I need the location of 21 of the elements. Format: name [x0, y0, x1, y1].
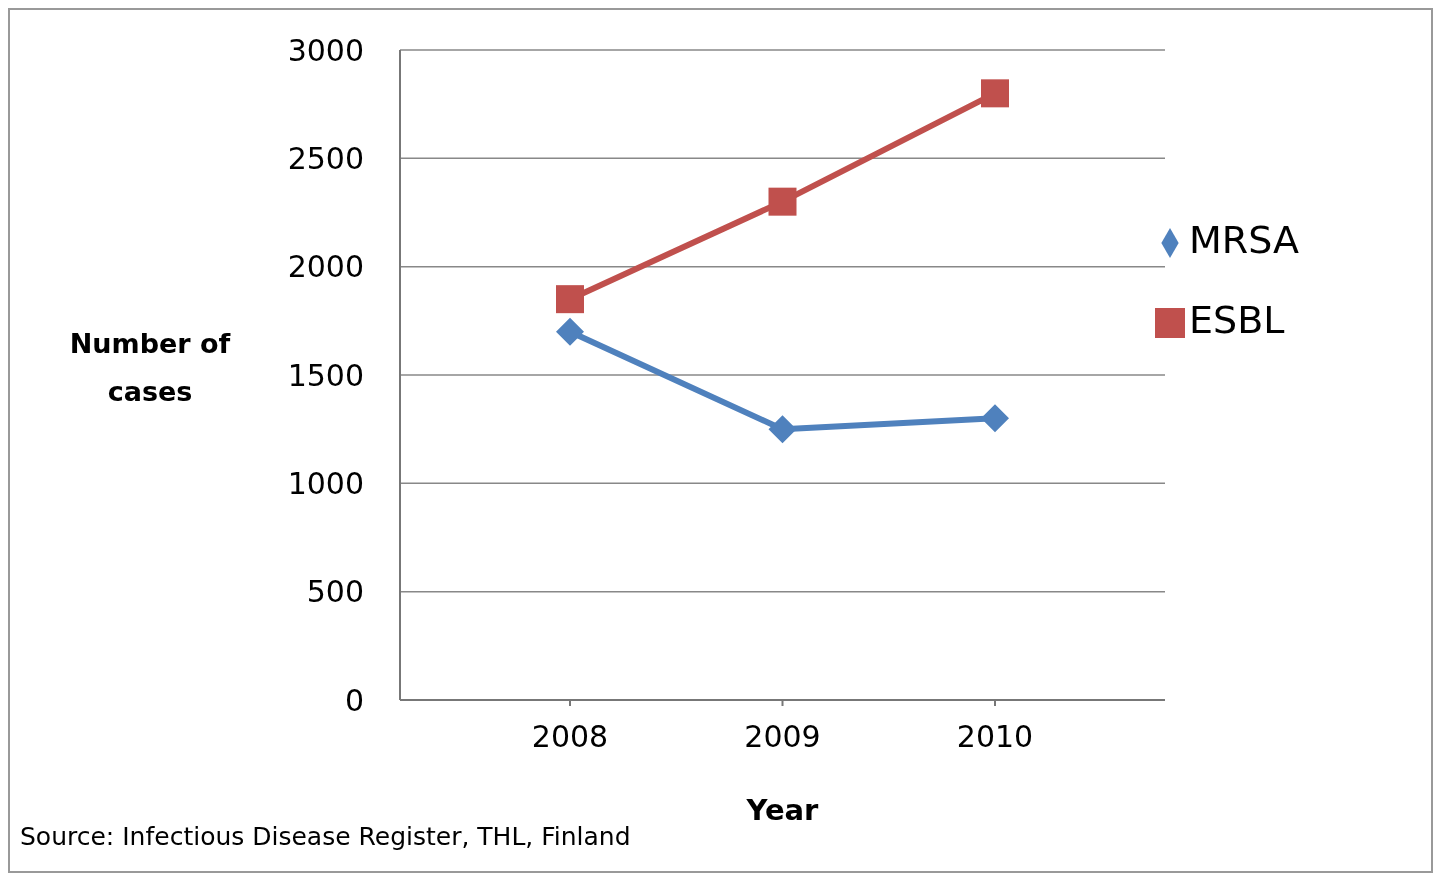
source-note: Source: Infectious Disease Register, THL, Finland — [20, 822, 631, 851]
x-tick-label: 2010 — [956, 719, 1034, 755]
point — [981, 79, 1009, 108]
y-tick-label: 0 — [344, 682, 364, 718]
point — [556, 285, 584, 314]
x-axis-title: Year — [745, 793, 820, 827]
y-tick-label: 1500 — [287, 357, 364, 393]
x-tick-label: 2008 — [531, 719, 609, 755]
point — [556, 317, 584, 346]
y-axis-title: Number of cases — [68, 327, 232, 409]
y-tick-label: 2500 — [287, 140, 364, 176]
y-tick-label: 1000 — [287, 465, 364, 501]
y-tick-label: 3000 — [287, 32, 364, 68]
point — [768, 187, 797, 216]
y-tick-label: 500 — [306, 574, 364, 610]
legend-label: MRSA — [1189, 218, 1300, 262]
y-tick-label: 2000 — [287, 249, 364, 285]
point — [768, 415, 797, 444]
legend-label: ESBL — [1189, 298, 1285, 342]
point — [981, 404, 1009, 433]
x-tick-label: 2009 — [744, 719, 821, 755]
